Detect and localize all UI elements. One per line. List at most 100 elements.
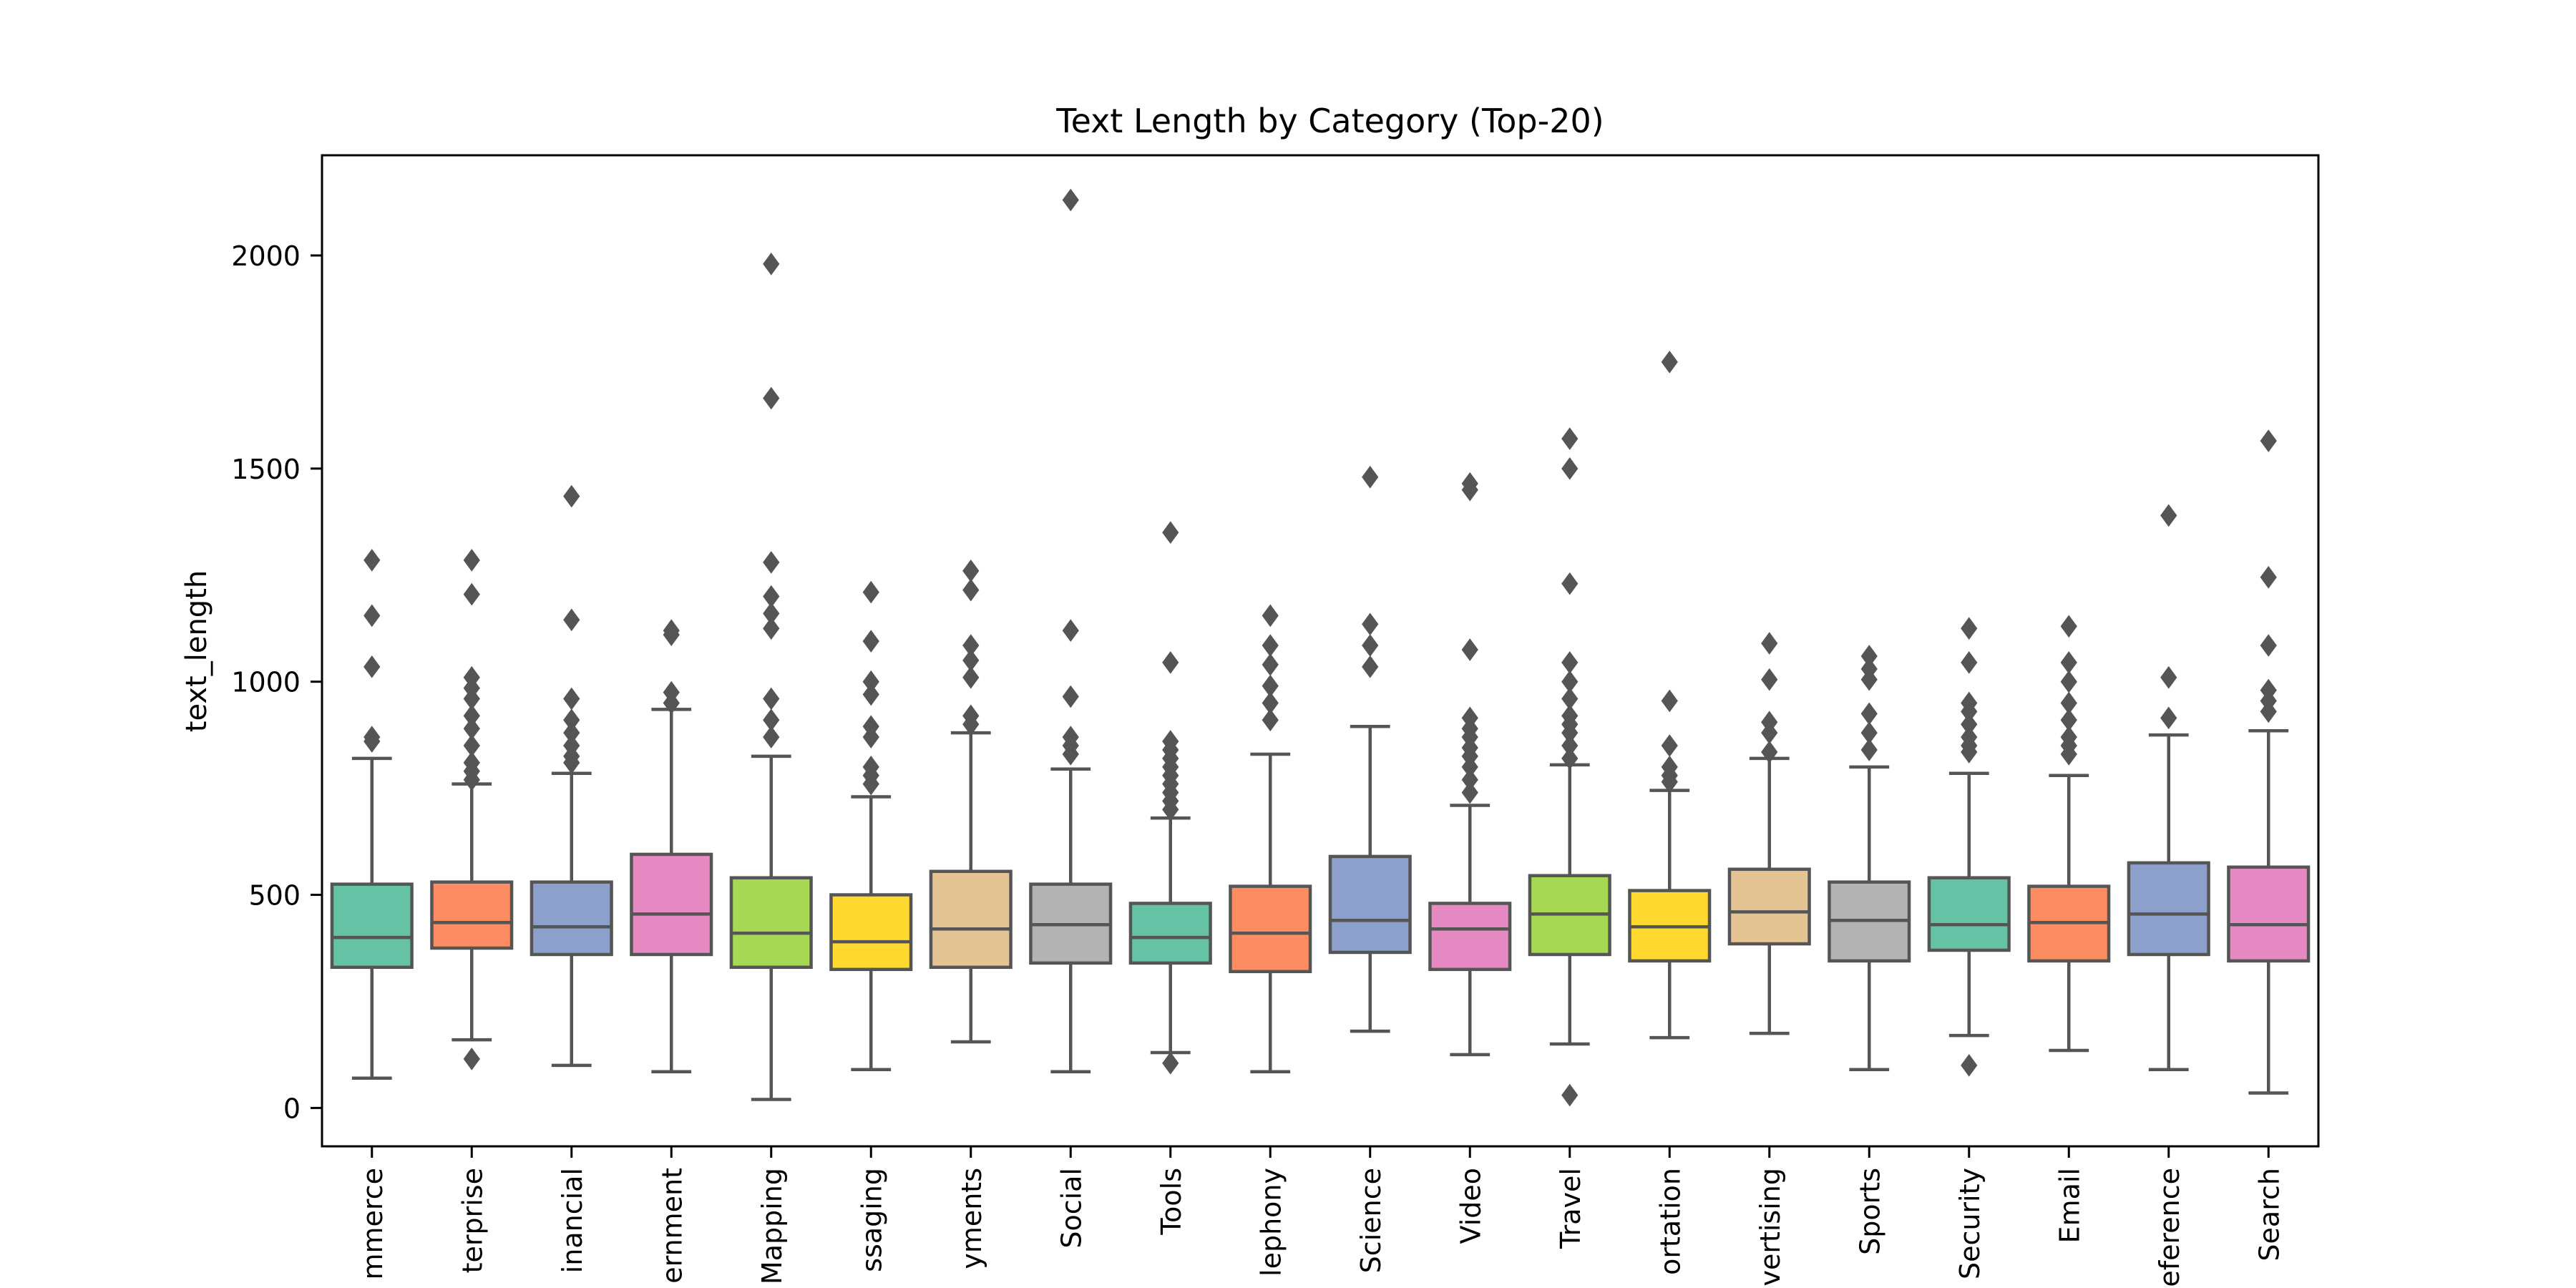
outlier-point bbox=[1961, 617, 1978, 640]
x-tick-label: Science bbox=[1355, 1168, 1387, 1273]
iqr-box bbox=[1927, 876, 2011, 952]
x-tick-label: ernment bbox=[656, 1168, 688, 1284]
x-tick-label: Travel bbox=[1555, 1168, 1586, 1249]
outlier-point bbox=[763, 253, 780, 275]
x-tick-label: Mapping bbox=[756, 1168, 788, 1284]
outlier-point bbox=[2260, 634, 2277, 657]
outlier-point bbox=[364, 726, 381, 748]
outlier-point bbox=[2060, 691, 2077, 715]
outlier-point bbox=[1262, 653, 1279, 676]
outlier-point bbox=[1262, 604, 1279, 628]
outlier-point bbox=[1561, 572, 1579, 595]
x-tick-label: inancial bbox=[557, 1168, 588, 1273]
y-tick-label: 1000 bbox=[231, 667, 301, 698]
outlier-point bbox=[1561, 704, 1579, 728]
iqr-box bbox=[729, 876, 813, 970]
outlier-point bbox=[763, 551, 780, 574]
iqr-box bbox=[2227, 865, 2311, 963]
outlier-point bbox=[1461, 768, 1478, 791]
x-tick-label: vertising bbox=[1755, 1168, 1786, 1287]
box-20 bbox=[2227, 429, 2311, 1095]
outlier-point bbox=[862, 580, 879, 604]
outlier-point bbox=[1461, 472, 1478, 495]
outlier-point bbox=[862, 715, 879, 738]
iqr-box bbox=[1128, 902, 1212, 965]
outlier-point bbox=[563, 708, 580, 732]
outlier-point bbox=[763, 602, 780, 625]
outlier-point bbox=[2260, 429, 2277, 452]
x-tick-label: Tools bbox=[1156, 1168, 1187, 1236]
x-tick-label: Security bbox=[1954, 1168, 1986, 1279]
outlier-point bbox=[663, 680, 680, 704]
outlier-point bbox=[1661, 734, 1678, 757]
outlier-point bbox=[1262, 674, 1279, 698]
x-tick-label: eference bbox=[2154, 1168, 2185, 1287]
outlier-point bbox=[364, 655, 381, 678]
box-17 bbox=[1927, 617, 2011, 1077]
outlier-point bbox=[463, 704, 480, 728]
outlier-point bbox=[862, 630, 879, 653]
box-3 bbox=[530, 484, 613, 1068]
outlier-point bbox=[862, 683, 879, 706]
outlier-point bbox=[463, 1048, 480, 1070]
iqr-box bbox=[530, 880, 613, 957]
outlier-point bbox=[1961, 1053, 1978, 1077]
outlier-point bbox=[1461, 781, 1478, 804]
x-tick-label: ssaging bbox=[856, 1168, 887, 1272]
box-12 bbox=[1428, 472, 1512, 1057]
outlier-point bbox=[2060, 670, 2077, 693]
outlier-point bbox=[2160, 665, 2177, 689]
box-19 bbox=[2127, 504, 2210, 1072]
outlier-point bbox=[763, 617, 780, 640]
iqr-box bbox=[630, 852, 713, 957]
outlier-point bbox=[1062, 726, 1079, 748]
outlier-point bbox=[1561, 1083, 1579, 1107]
outlier-point bbox=[1761, 741, 1778, 763]
outlier-point bbox=[1860, 645, 1878, 668]
box-7 bbox=[929, 559, 1013, 1044]
outlier-point bbox=[1062, 685, 1079, 708]
outlier-point bbox=[463, 734, 480, 757]
y-axis: 0 500 1000 1500 2000 bbox=[231, 240, 322, 1124]
outlier-point bbox=[1561, 687, 1579, 711]
box-11 bbox=[1328, 465, 1412, 1033]
outlier-point bbox=[2060, 651, 2077, 674]
outlier-point bbox=[1461, 638, 1478, 661]
outlier-point bbox=[563, 721, 580, 745]
box-13 bbox=[1528, 427, 1611, 1107]
outlier-point bbox=[1461, 706, 1478, 730]
outlier-point bbox=[1961, 713, 1978, 736]
outlier-point bbox=[962, 704, 980, 728]
outlier-point bbox=[463, 582, 480, 606]
outlier-point bbox=[1860, 702, 1878, 726]
iqr-box bbox=[1727, 867, 1811, 946]
outlier-point bbox=[1062, 188, 1079, 212]
box-9 bbox=[1128, 521, 1212, 1075]
x-tick-label: terprise bbox=[457, 1168, 488, 1273]
outlier-point bbox=[1961, 726, 1978, 748]
outlier-point bbox=[1162, 730, 1179, 753]
box-5 bbox=[729, 253, 813, 1101]
outlier-point bbox=[1661, 689, 1678, 713]
outlier-point bbox=[1561, 734, 1579, 757]
outlier-point bbox=[463, 717, 480, 741]
x-tick-label: yments bbox=[956, 1168, 987, 1269]
x-tick-label: lephony bbox=[1255, 1168, 1287, 1277]
outlier-point bbox=[763, 386, 780, 410]
outlier-point bbox=[364, 604, 381, 628]
y-tick-label: 2000 bbox=[231, 240, 301, 272]
box-15 bbox=[1727, 632, 1811, 1035]
iqr-box bbox=[330, 882, 414, 970]
x-tick-label: Email bbox=[2054, 1168, 2085, 1243]
y-axis-label: text_length bbox=[180, 570, 213, 732]
outlier-point bbox=[763, 687, 780, 711]
outlier-point bbox=[1062, 619, 1079, 643]
outlier-point bbox=[2060, 708, 2077, 732]
iqr-box bbox=[1229, 884, 1312, 974]
y-tick-label: 500 bbox=[248, 880, 301, 912]
outlier-point bbox=[862, 670, 879, 693]
x-axis: mmerce terprise inancial ernment Mapping ssag… bbox=[357, 1146, 2285, 1287]
outlier-point bbox=[1561, 747, 1579, 770]
outlier-point bbox=[1860, 721, 1878, 745]
